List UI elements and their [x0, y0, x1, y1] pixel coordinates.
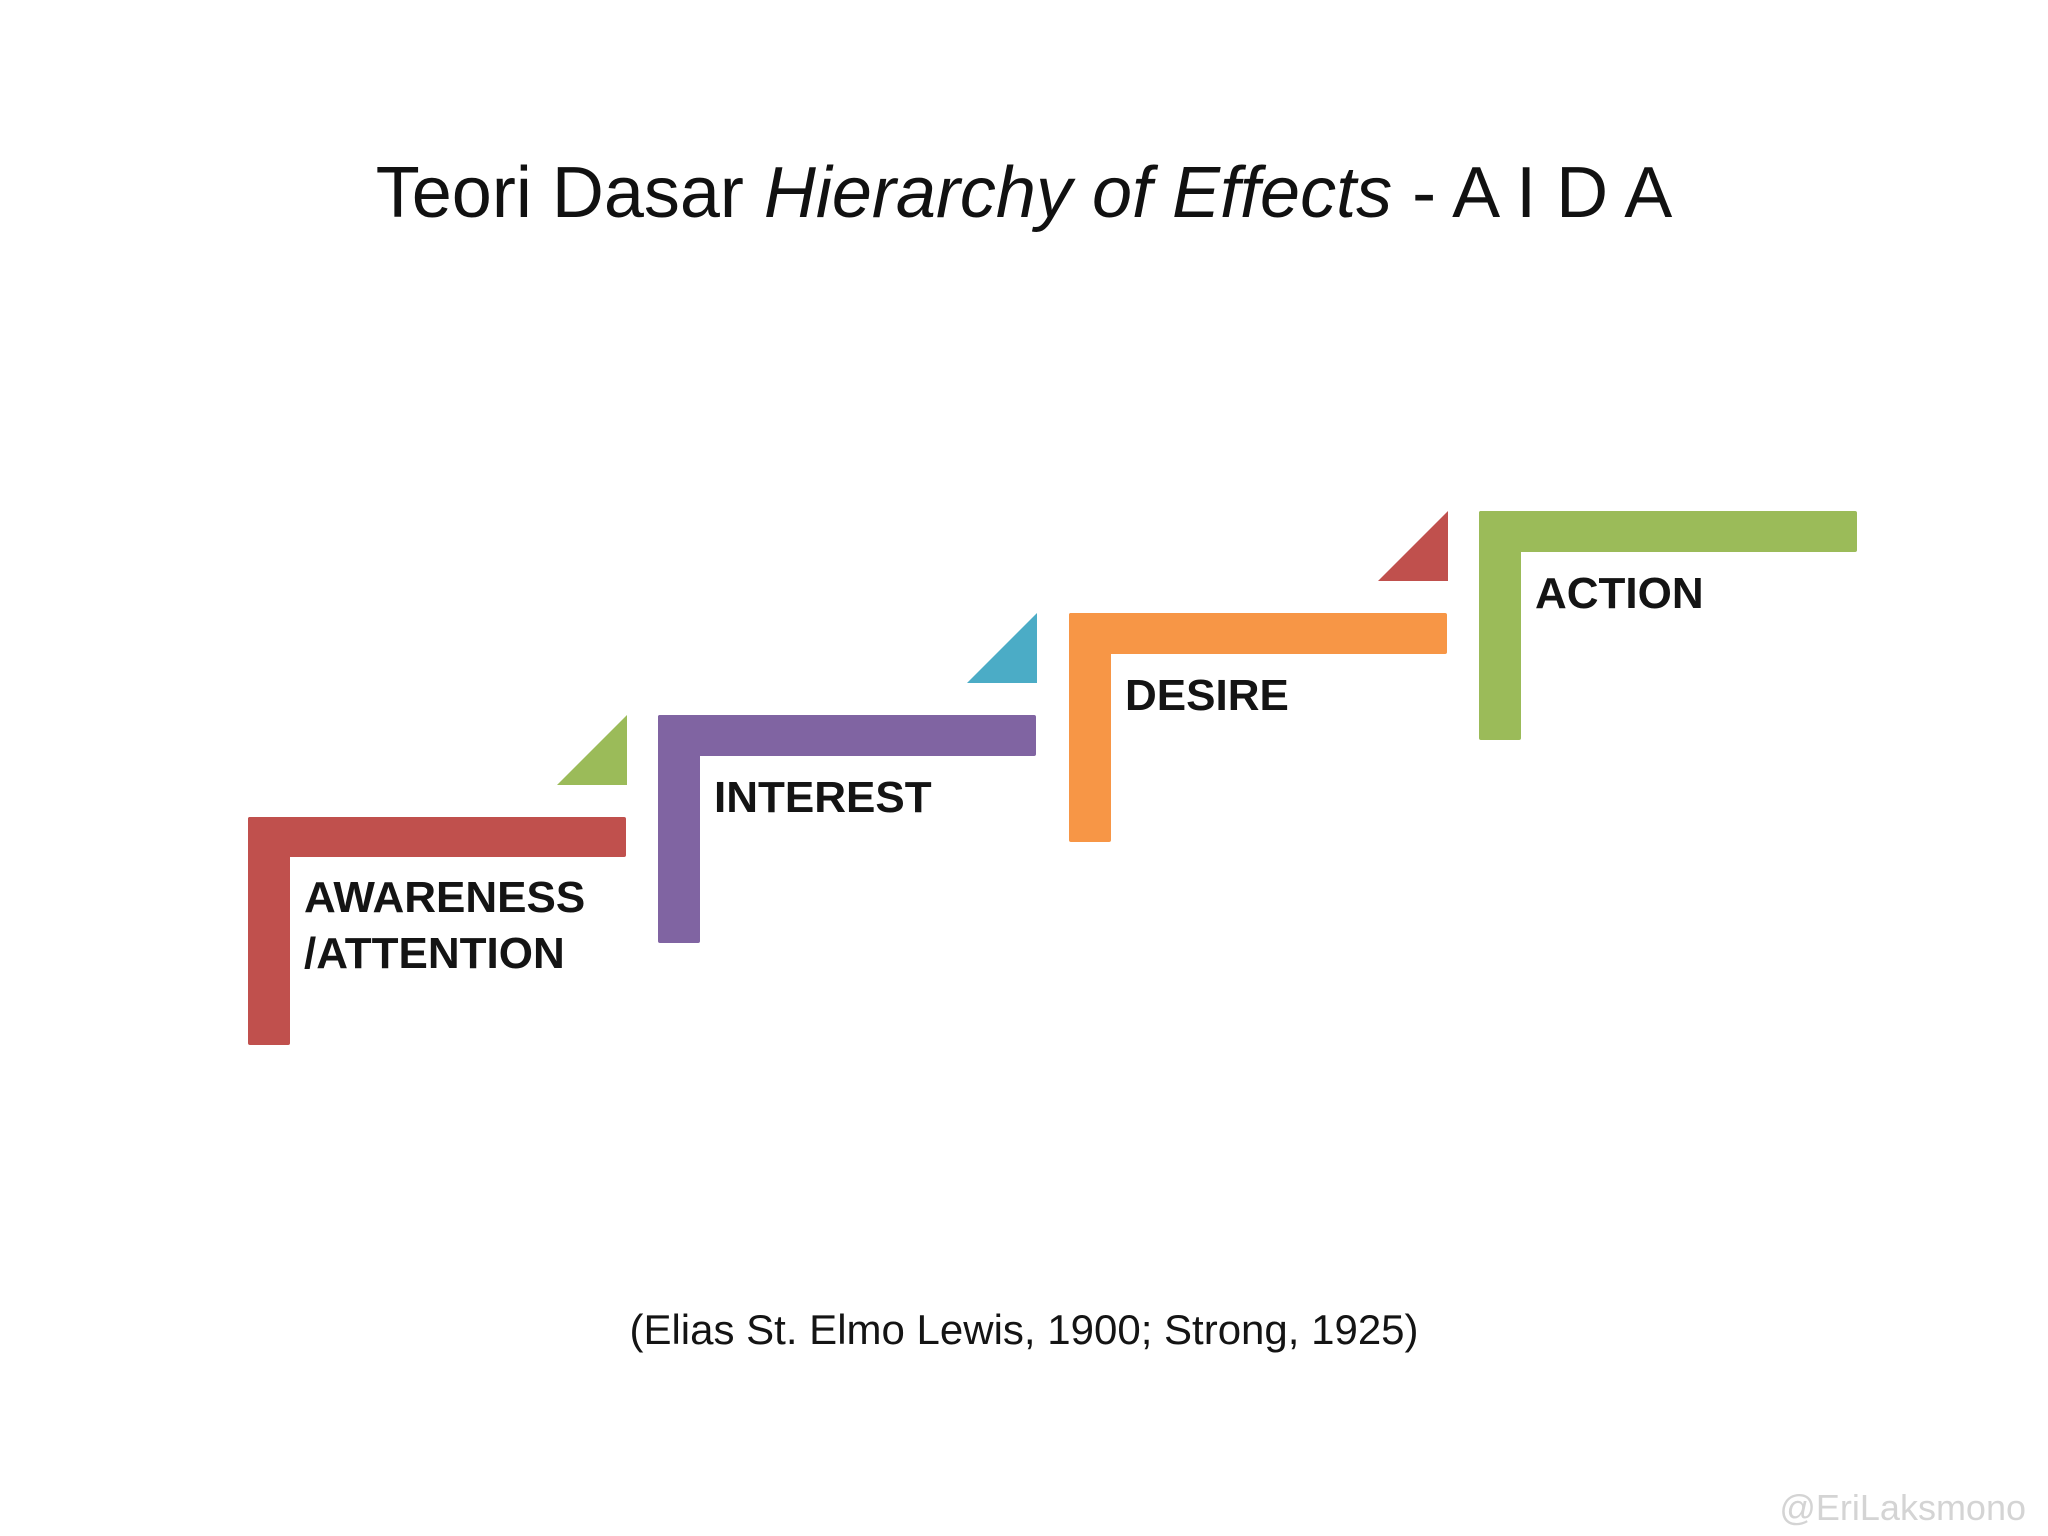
triangle-blue-icon — [967, 613, 1037, 683]
step-desire-line1: DESIRE — [1125, 671, 1289, 720]
step-connector-triangle-1 — [557, 715, 627, 785]
step-interest-label: INTEREST — [714, 770, 932, 826]
step-connector-triangle-3 — [1378, 511, 1448, 581]
step-awareness-line2: /ATTENTION — [304, 929, 565, 978]
title-suffix: - A I D A — [1392, 153, 1673, 233]
triangle-red-icon — [1378, 511, 1448, 581]
step-action-line1: ACTION — [1535, 569, 1704, 618]
step-awareness-side-bar — [248, 817, 290, 1045]
title-prefix: Teori Dasar — [375, 153, 764, 233]
triangle-green-icon — [557, 715, 627, 785]
step-awareness-top-bar — [248, 817, 626, 857]
title-italic: Hierarchy of Effects — [763, 153, 1393, 233]
citation: (Elias St. Elmo Lewis, 1900; Strong, 192… — [629, 1306, 1419, 1353]
step-action-side-bar — [1479, 511, 1521, 740]
step-awareness-label: AWARENESS /ATTENTION — [304, 870, 585, 982]
step-action-top-bar — [1479, 511, 1857, 552]
step-interest-top-bar — [658, 715, 1036, 756]
step-interest-side-bar — [658, 715, 700, 943]
watermark: @EriLaksmono — [1779, 1487, 2026, 1528]
step-interest-line1: INTEREST — [714, 773, 932, 822]
step-desire-top-bar — [1069, 613, 1447, 654]
step-desire-side-bar — [1069, 613, 1111, 842]
slide-title: Teori Dasar Hierarchy of Effects - A I D… — [0, 148, 2048, 238]
step-connector-triangle-2 — [967, 613, 1037, 683]
step-awareness-line1: AWARENESS — [304, 873, 586, 922]
step-action-label: ACTION — [1535, 566, 1704, 622]
step-desire-label: DESIRE — [1125, 668, 1289, 724]
